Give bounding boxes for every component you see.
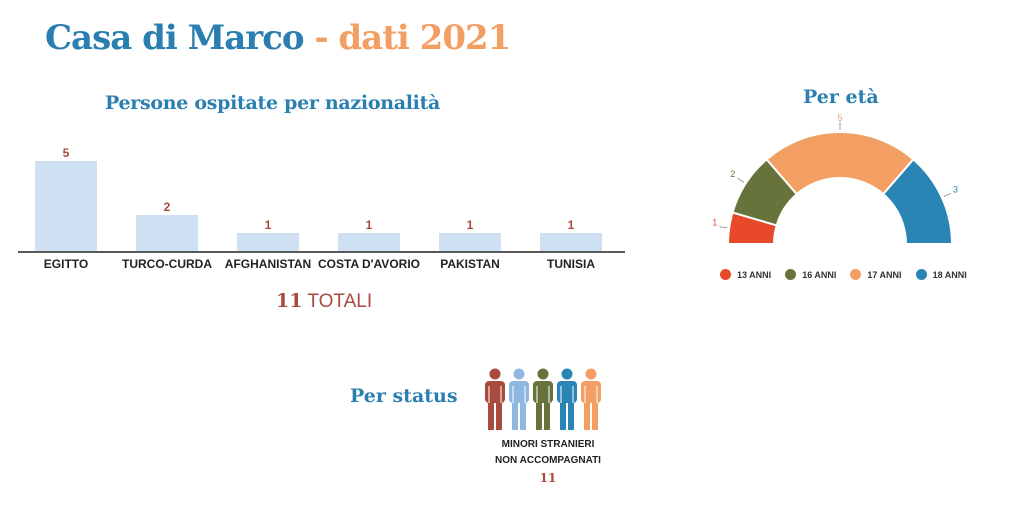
bar-1 <box>136 215 198 251</box>
bar-value-label: 1 <box>568 218 575 232</box>
page-title: Casa di Marco - dati 2021 <box>45 18 511 58</box>
legend-label: 16 ANNI <box>802 269 837 280</box>
donut-value-label: 2 <box>730 169 735 179</box>
donut-leader-line <box>719 226 728 229</box>
totals-text: TOTALI <box>307 291 373 312</box>
bar-category-label: PAKISTAN <box>440 257 500 271</box>
donut-value-label: 1 <box>712 218 717 228</box>
legend-item: 13 ANNI <box>720 269 771 280</box>
bar-category-label: TUNISIA <box>547 257 595 271</box>
donut-value-label: 5 <box>837 113 842 123</box>
person-icon <box>509 368 529 430</box>
age-donut-chart: 1 2 5 3 <box>712 113 958 245</box>
legend-label: 18 ANNI <box>932 269 967 280</box>
bar-category-label: TURCO-CURDA <box>122 257 212 271</box>
bar-value-label: 1 <box>467 218 474 232</box>
bar-4 <box>439 233 501 251</box>
bar-value-label: 1 <box>366 218 373 232</box>
legend-dot <box>785 269 797 280</box>
donut-leader-line <box>943 192 952 198</box>
totals-number: 11 <box>276 290 303 312</box>
bar-5 <box>540 233 602 251</box>
donut-leader-line <box>737 177 745 183</box>
legend-item: 17 ANNI <box>850 269 902 280</box>
legend-dot <box>915 269 927 280</box>
bar-2 <box>237 233 299 251</box>
status-label: MINORI STRANIERI NON ACCOMPAGNATI <box>478 437 618 469</box>
bar-category-label: AFGHANISTAN <box>225 257 311 271</box>
legend-dot <box>850 269 862 280</box>
donut-slice-2 <box>765 131 915 196</box>
person-icon <box>581 368 601 430</box>
legend-label: 13 ANNI <box>737 269 772 280</box>
bar-0 <box>35 161 97 251</box>
nationality-chart-title: Persone ospitate per nazionalità <box>105 92 441 114</box>
bar-value-label: 2 <box>164 200 171 214</box>
donut-value-label: 3 <box>953 184 958 194</box>
page-title-year: dati 2021 <box>338 18 511 58</box>
bar-3 <box>338 233 400 251</box>
legend-label: 17 ANNI <box>867 269 902 280</box>
totals-label: 11 TOTALI <box>276 290 372 313</box>
bar-category-label: COSTA D'AVORIO <box>318 257 420 271</box>
nationality-bar-chart: 5 EGITTO 2 TURCO-CURDA 1 AFGHANISTAN 1 COSTA D'… <box>18 146 625 271</box>
bar-value-label: 1 <box>265 218 272 232</box>
page-title-separator: - <box>314 18 328 58</box>
bar-category-label: EGITTO <box>44 257 88 271</box>
age-chart-title: Per età <box>803 86 879 108</box>
people-figures <box>484 368 602 430</box>
legend-item: 18 ANNI <box>915 269 967 280</box>
person-icon <box>557 368 577 430</box>
legend-dot <box>720 269 731 280</box>
person-icon <box>485 368 505 430</box>
status-title: Per status <box>350 385 458 407</box>
page-title-main: Casa di Marco <box>45 18 305 58</box>
status-label-line2: NON ACCOMPAGNATI <box>495 455 601 466</box>
age-legend: 13 ANNI 16 ANNI 17 ANNI 18 ANNI <box>720 269 967 280</box>
donut-slice-3 <box>881 157 954 245</box>
person-icon <box>533 368 553 430</box>
legend-item: 16 ANNI <box>785 269 836 280</box>
status-label-line1: MINORI STRANIERI <box>501 439 595 450</box>
bar-value-label: 5 <box>63 146 70 160</box>
status-count: 11 <box>539 471 557 485</box>
